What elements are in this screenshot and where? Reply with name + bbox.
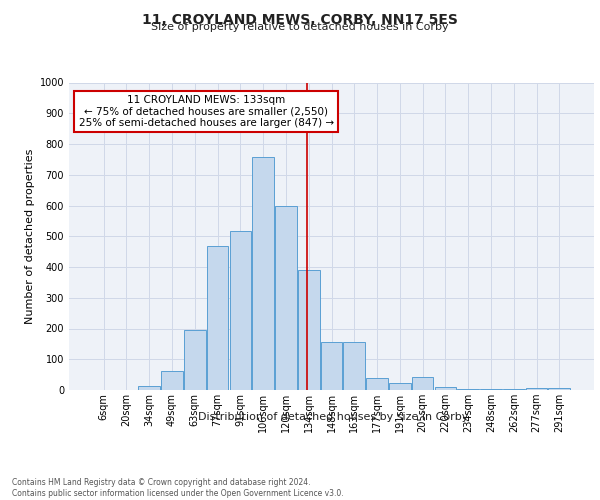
Bar	[480, 389, 502, 390]
Y-axis label: Number of detached properties: Number of detached properties	[25, 148, 35, 324]
Bar	[253, 157, 274, 390]
Text: Distribution of detached houses by size in Corby: Distribution of detached houses by size …	[198, 412, 468, 422]
Text: 11, CROYLAND MEWS, CORBY, NN17 5ES: 11, CROYLAND MEWS, CORBY, NN17 5ES	[142, 12, 458, 26]
Bar	[320, 342, 343, 390]
Bar	[139, 386, 160, 390]
Bar	[526, 388, 547, 390]
Text: Contains HM Land Registry data © Crown copyright and database right 2024.
Contai: Contains HM Land Registry data © Crown c…	[12, 478, 344, 498]
Bar	[275, 206, 297, 390]
Bar	[389, 383, 410, 390]
Bar	[298, 270, 320, 390]
Text: 11 CROYLAND MEWS: 133sqm
← 75% of detached houses are smaller (2,550)
25% of sem: 11 CROYLAND MEWS: 133sqm ← 75% of detach…	[79, 95, 334, 128]
Bar	[161, 370, 183, 390]
Bar	[207, 246, 229, 390]
Bar	[548, 388, 570, 390]
Bar	[412, 377, 433, 390]
Bar	[434, 387, 456, 390]
Bar	[184, 330, 206, 390]
Bar	[366, 378, 388, 390]
Bar	[343, 342, 365, 390]
Text: Size of property relative to detached houses in Corby: Size of property relative to detached ho…	[151, 22, 449, 32]
Bar	[457, 389, 479, 390]
Bar	[230, 232, 251, 390]
